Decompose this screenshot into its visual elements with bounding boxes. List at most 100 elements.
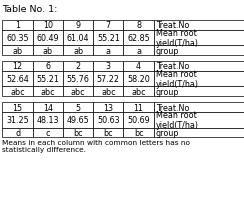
Bar: [154, 87, 244, 97]
Bar: [154, 62, 244, 71]
Bar: [33, 21, 63, 30]
Text: 57.22: 57.22: [97, 75, 120, 84]
Text: 5: 5: [75, 103, 81, 112]
Text: Treat.No: Treat.No: [156, 21, 189, 30]
Bar: [93, 21, 123, 30]
Bar: [63, 62, 93, 71]
Bar: [33, 46, 63, 56]
Text: ab: ab: [12, 46, 23, 55]
Bar: [123, 128, 154, 138]
Bar: [93, 71, 123, 87]
Bar: [123, 112, 154, 128]
Bar: [63, 128, 93, 138]
Bar: [2, 21, 33, 30]
Bar: [123, 46, 154, 56]
Text: 11: 11: [134, 103, 143, 112]
Text: 9: 9: [75, 21, 81, 30]
Text: Treat.No: Treat.No: [156, 103, 189, 112]
Text: 50.63: 50.63: [97, 116, 120, 125]
Bar: [33, 71, 63, 87]
Bar: [93, 30, 123, 46]
Bar: [154, 21, 244, 30]
Text: abc: abc: [10, 87, 25, 96]
Text: 1: 1: [15, 21, 20, 30]
Bar: [33, 87, 63, 97]
Text: group: group: [156, 87, 179, 96]
Text: bc: bc: [103, 128, 113, 137]
Text: d: d: [15, 128, 20, 137]
Bar: [93, 87, 123, 97]
Text: 6: 6: [45, 62, 50, 71]
Text: 55.76: 55.76: [67, 75, 90, 84]
Text: 49.65: 49.65: [67, 116, 90, 125]
Bar: [2, 103, 33, 112]
Text: 12: 12: [12, 62, 23, 71]
Bar: [63, 46, 93, 56]
Text: 48.13: 48.13: [37, 116, 59, 125]
Text: group: group: [156, 128, 179, 137]
Text: 15: 15: [12, 103, 23, 112]
Bar: [2, 46, 33, 56]
Bar: [154, 30, 244, 46]
Text: 55.21: 55.21: [36, 75, 59, 84]
Bar: [2, 128, 33, 138]
Bar: [123, 71, 154, 87]
Bar: [33, 62, 63, 71]
Bar: [93, 62, 123, 71]
Bar: [123, 21, 154, 30]
Text: 4: 4: [136, 62, 141, 71]
Bar: [123, 87, 154, 97]
Bar: [2, 87, 33, 97]
Bar: [33, 103, 63, 112]
Bar: [63, 103, 93, 112]
Bar: [63, 21, 93, 30]
Bar: [63, 71, 93, 87]
Text: 52.64: 52.64: [6, 75, 29, 84]
Bar: [33, 30, 63, 46]
Text: 62.85: 62.85: [127, 34, 150, 43]
Bar: [93, 46, 123, 56]
Bar: [123, 62, 154, 71]
Text: 58.20: 58.20: [127, 75, 150, 84]
Text: ab: ab: [73, 46, 83, 55]
Bar: [154, 112, 244, 128]
Text: a: a: [106, 46, 111, 55]
Text: 3: 3: [106, 62, 111, 71]
Text: 60.49: 60.49: [37, 34, 59, 43]
Text: a: a: [136, 46, 141, 55]
Bar: [123, 103, 154, 112]
Text: 13: 13: [103, 103, 113, 112]
Text: 2: 2: [75, 62, 81, 71]
Text: 31.25: 31.25: [6, 116, 29, 125]
Text: ab: ab: [43, 46, 53, 55]
Text: bc: bc: [134, 128, 143, 137]
Bar: [154, 46, 244, 56]
Text: abc: abc: [41, 87, 55, 96]
Bar: [154, 71, 244, 87]
Bar: [154, 103, 244, 112]
Text: 10: 10: [43, 21, 53, 30]
Text: Mean root
yield(T/ha): Mean root yield(T/ha): [156, 70, 199, 89]
Bar: [93, 128, 123, 138]
Bar: [33, 112, 63, 128]
Bar: [93, 103, 123, 112]
Text: Mean root
yield(T/ha): Mean root yield(T/ha): [156, 29, 199, 48]
Bar: [2, 71, 33, 87]
Text: group: group: [156, 46, 179, 55]
Text: Means in each column with common letters has no
statistically difference.: Means in each column with common letters…: [2, 139, 190, 152]
Bar: [2, 30, 33, 46]
Bar: [63, 112, 93, 128]
Text: Mean root
yield(T/ha): Mean root yield(T/ha): [156, 111, 199, 130]
Text: 8: 8: [136, 21, 141, 30]
Text: Treat.No: Treat.No: [156, 62, 189, 71]
Text: 61.04: 61.04: [67, 34, 89, 43]
Text: bc: bc: [73, 128, 83, 137]
Text: 7: 7: [106, 21, 111, 30]
Text: 50.69: 50.69: [127, 116, 150, 125]
Text: 55.21: 55.21: [97, 34, 120, 43]
Text: 60.35: 60.35: [6, 34, 29, 43]
Text: abc: abc: [101, 87, 116, 96]
Bar: [93, 112, 123, 128]
Text: abc: abc: [71, 87, 85, 96]
Bar: [33, 128, 63, 138]
